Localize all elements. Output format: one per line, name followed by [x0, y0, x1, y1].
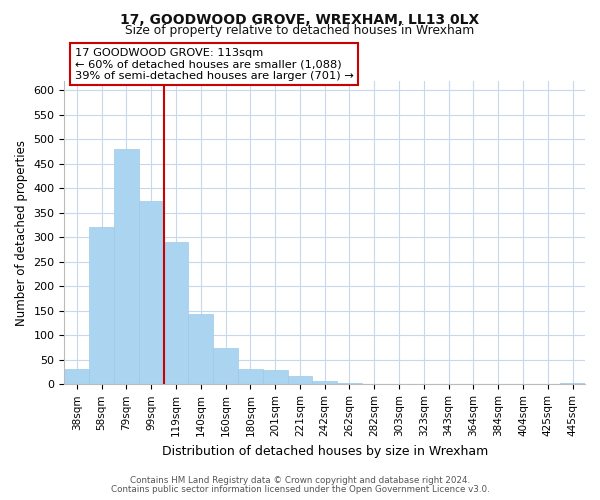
Text: Contains public sector information licensed under the Open Government Licence v3: Contains public sector information licen…	[110, 485, 490, 494]
Text: Size of property relative to detached houses in Wrexham: Size of property relative to detached ho…	[125, 24, 475, 37]
Bar	[114, 149, 139, 384]
Bar	[560, 383, 585, 384]
Bar	[213, 348, 238, 385]
Bar	[188, 314, 213, 384]
Bar	[313, 381, 337, 384]
Y-axis label: Number of detached properties: Number of detached properties	[15, 140, 28, 326]
Bar	[164, 242, 188, 384]
Text: 17 GOODWOOD GROVE: 113sqm
← 60% of detached houses are smaller (1,088)
39% of se: 17 GOODWOOD GROVE: 113sqm ← 60% of detac…	[75, 48, 353, 80]
Text: Contains HM Land Registry data © Crown copyright and database right 2024.: Contains HM Land Registry data © Crown c…	[130, 476, 470, 485]
Bar	[89, 226, 114, 384]
Bar	[64, 368, 89, 384]
X-axis label: Distribution of detached houses by size in Wrexham: Distribution of detached houses by size …	[161, 444, 488, 458]
Bar	[139, 200, 164, 384]
Bar	[287, 376, 313, 384]
Bar	[238, 369, 263, 384]
Text: 17, GOODWOOD GROVE, WREXHAM, LL13 0LX: 17, GOODWOOD GROVE, WREXHAM, LL13 0LX	[121, 12, 479, 26]
Bar	[263, 370, 287, 384]
